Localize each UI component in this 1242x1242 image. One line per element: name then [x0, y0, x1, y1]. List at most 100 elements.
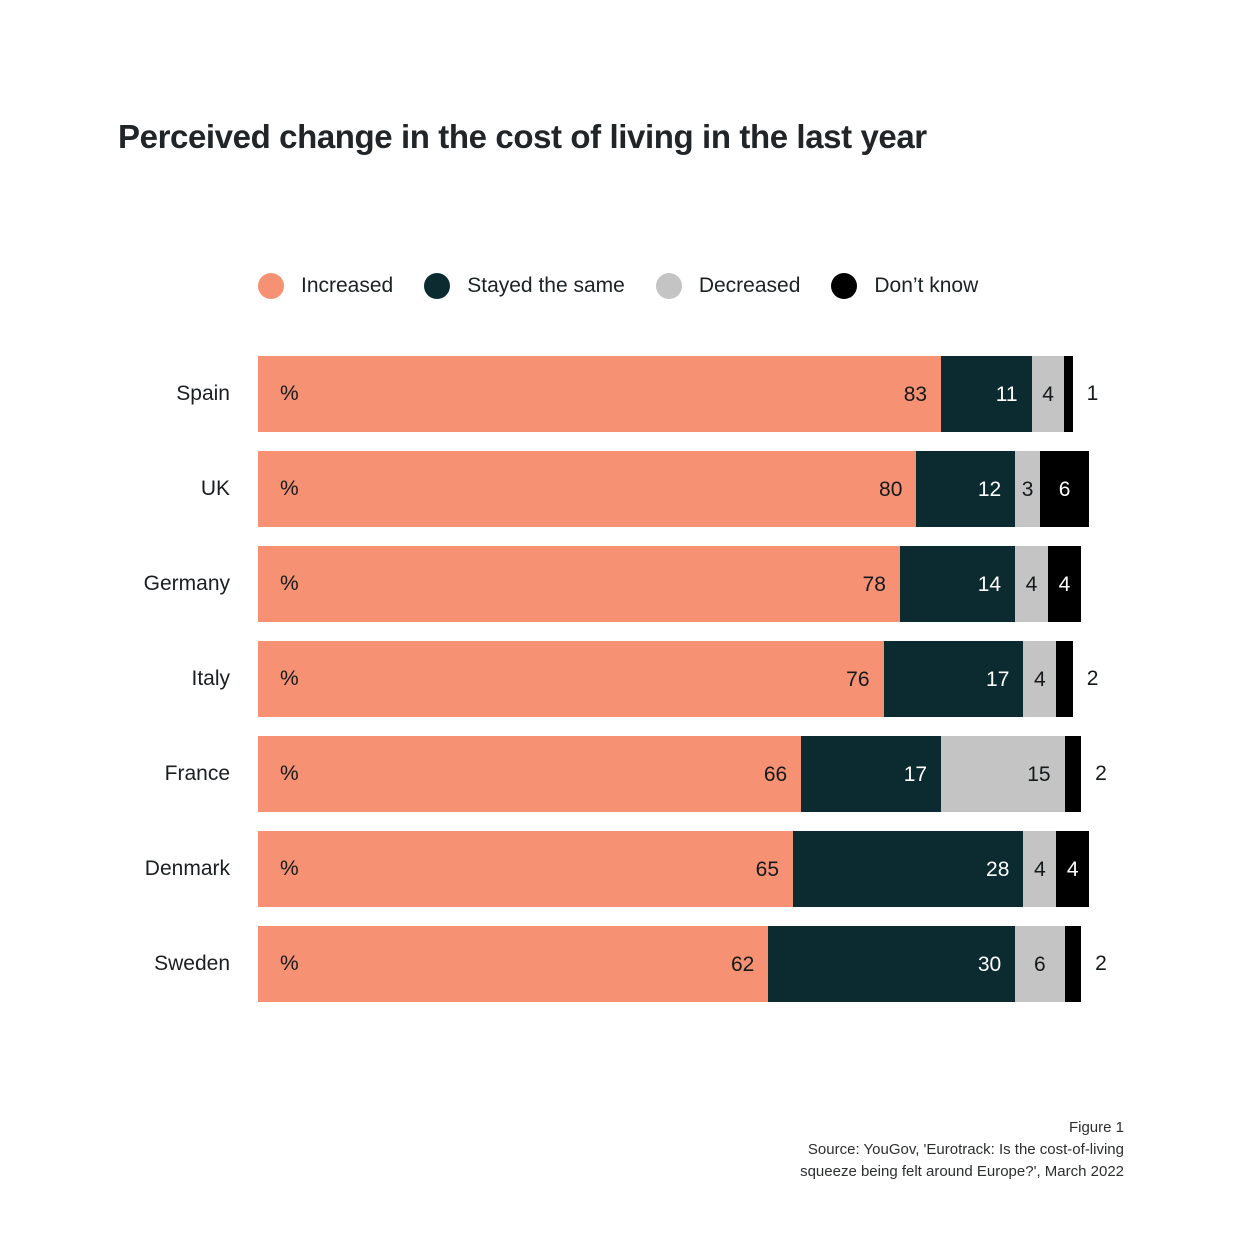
- category-label: Italy: [191, 667, 230, 690]
- category-label: Spain: [176, 382, 230, 405]
- bar-segment-increased: 78%: [258, 546, 900, 622]
- legend-label: Stayed the same: [467, 274, 625, 297]
- legend-item-dont_know: Don’t know: [831, 273, 978, 299]
- stacked-bar: 83% 11 4: [258, 356, 1073, 432]
- segment-value-outside: 2: [1086, 667, 1099, 690]
- percent-symbol: %: [280, 572, 299, 595]
- table-row: Spain 83% 11 4 1: [0, 356, 1242, 432]
- bar-segment-decreased: 4: [1031, 356, 1065, 432]
- bar-segment-increased: 62%: [258, 926, 769, 1002]
- table-row: Denmark 65% 28 4 4: [0, 831, 1242, 907]
- segment-value: 80: [879, 477, 903, 501]
- bar-segment-dont_know: 4: [1047, 546, 1081, 622]
- segment-value: 4: [1025, 572, 1038, 596]
- stacked-bar: 62% 30 6: [258, 926, 1082, 1002]
- segment-value: 78: [862, 572, 886, 596]
- stacked-bar: 66% 17 15: [258, 736, 1082, 812]
- table-row: Germany 78% 14 4 4: [0, 546, 1242, 622]
- bar-segment-decreased: 4: [1023, 831, 1057, 907]
- segment-value-outside: 1: [1086, 382, 1099, 405]
- legend-label: Increased: [301, 274, 394, 297]
- bar-segment-increased: 66%: [258, 736, 802, 812]
- stacked-bar: 76% 17 4: [258, 641, 1073, 717]
- segment-value: 6: [1034, 952, 1046, 976]
- percent-symbol: %: [280, 857, 299, 880]
- segment-value: 30: [977, 952, 1002, 976]
- legend-label: Decreased: [698, 274, 801, 297]
- legend-item-increased: Increased: [258, 273, 393, 299]
- segment-value: 15: [1027, 762, 1051, 786]
- bar-segment-dont_know: 4: [1056, 831, 1090, 907]
- stacked-bar: 80% 12 3 6: [258, 451, 1090, 527]
- table-row: UK 80% 12 3 6: [0, 451, 1242, 527]
- category-label: France: [164, 762, 230, 785]
- bar-segment-stayed_the_same: 11: [941, 356, 1032, 432]
- segment-value: 62: [730, 952, 755, 976]
- bar-segment-decreased: 3: [1015, 451, 1040, 527]
- bar-segment-increased: 76%: [258, 641, 884, 717]
- segment-value: 66: [763, 762, 788, 786]
- bar-segment-increased: 80%: [258, 451, 917, 527]
- source-line-1: Source: YouGov, 'Eurotrack: Is the cost-…: [807, 1141, 1124, 1158]
- bar-segment-dont_know: 6: [1039, 451, 1090, 527]
- bar-segment-decreased: 4: [1015, 546, 1048, 622]
- legend-dot-dont_know: [831, 273, 858, 299]
- segment-value: 6: [1058, 477, 1071, 501]
- percent-symbol: %: [280, 952, 299, 975]
- legend-item-stayed_the_same: Stayed the same: [424, 273, 625, 299]
- category-label: Germany: [143, 572, 230, 595]
- segment-value-outside: 2: [1095, 762, 1107, 785]
- segment-value: 14: [977, 572, 1002, 596]
- stacked-bar-chart: Spain 83% 11 4 1 UK 80% 12 3 6 Germany 78% 14 4 4 Italy…: [0, 356, 1242, 1021]
- stacked-bar: 65% 28 4 4: [258, 831, 1090, 907]
- bar-segment-dont_know: [1056, 641, 1073, 717]
- percent-symbol: %: [280, 762, 299, 785]
- segment-value: 83: [903, 382, 928, 406]
- segment-value: 11: [995, 382, 1018, 406]
- legend-dot-decreased: [655, 273, 682, 299]
- category-label: UK: [200, 477, 230, 500]
- category-label: Sweden: [154, 952, 230, 975]
- percent-symbol: %: [280, 382, 299, 405]
- bar-segment-stayed_the_same: 30: [768, 926, 1016, 1002]
- segment-value: 4: [1042, 382, 1054, 406]
- bar-segment-increased: 65%: [258, 831, 793, 907]
- segment-value: 65: [755, 857, 779, 881]
- segment-value-outside: 2: [1095, 952, 1107, 975]
- chart-title: Perceived change in the cost of living i…: [118, 118, 927, 155]
- legend-dot-increased: [258, 273, 284, 299]
- bar-segment-stayed_the_same: 28: [793, 831, 1024, 907]
- table-row: France 66% 17 15 2: [0, 736, 1242, 812]
- figure-number: Figure 1: [1068, 1119, 1124, 1136]
- segment-value: 76: [846, 667, 870, 691]
- segment-value: 17: [986, 667, 1010, 691]
- bar-segment-stayed_the_same: 17: [801, 736, 942, 812]
- segment-value: 28: [986, 857, 1010, 881]
- legend-label: Don’t know: [874, 274, 979, 297]
- bar-segment-decreased: 4: [1023, 641, 1057, 717]
- source-line-2: squeeze being felt around Europe?', Marc…: [800, 1163, 1124, 1180]
- bar-segment-dont_know: [1064, 356, 1073, 432]
- bar-segment-stayed_the_same: 12: [916, 451, 1016, 527]
- stacked-bar: 78% 14 4 4: [258, 546, 1081, 622]
- segment-value: 17: [903, 762, 928, 786]
- table-row: Sweden 62% 30 6 2: [0, 926, 1242, 1002]
- percent-symbol: %: [280, 477, 299, 500]
- bar-segment-dont_know: [1064, 926, 1082, 1002]
- bar-segment-stayed_the_same: 17: [883, 641, 1024, 717]
- bar-segment-dont_know: [1064, 736, 1082, 812]
- legend-dot-stayed_the_same: [424, 273, 451, 299]
- segment-value: 4: [1058, 572, 1071, 596]
- bar-segment-increased: 83%: [258, 356, 942, 432]
- bar-segment-decreased: 15: [941, 736, 1065, 812]
- source-caption: Figure 1 Source: YouGov, 'Eurotrack: Is …: [800, 1117, 1124, 1183]
- segment-value: 4: [1066, 857, 1079, 881]
- segment-value: 3: [1021, 477, 1034, 501]
- table-row: Italy 76% 17 4 2: [0, 641, 1242, 717]
- legend-item-decreased: Decreased: [655, 273, 801, 299]
- segment-value: 4: [1033, 667, 1046, 691]
- segment-value: 4: [1033, 857, 1046, 881]
- bar-segment-decreased: 6: [1015, 926, 1065, 1002]
- percent-symbol: %: [280, 667, 299, 690]
